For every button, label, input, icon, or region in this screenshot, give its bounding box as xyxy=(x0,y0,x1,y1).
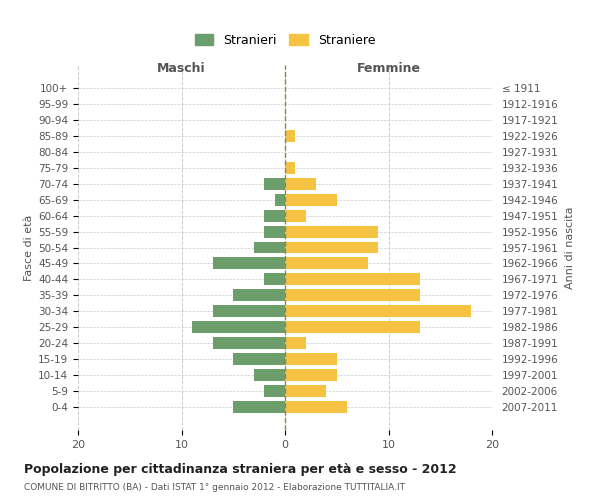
Bar xyxy=(285,354,337,366)
Y-axis label: Anni di nascita: Anni di nascita xyxy=(565,206,575,289)
Bar xyxy=(285,210,306,222)
Bar xyxy=(285,242,378,254)
Bar xyxy=(233,354,285,366)
Bar xyxy=(285,322,419,334)
Bar xyxy=(285,290,419,302)
Bar xyxy=(265,226,285,237)
Bar xyxy=(265,386,285,398)
Bar xyxy=(254,370,285,382)
Bar xyxy=(233,402,285,413)
Bar xyxy=(212,338,285,349)
Text: COMUNE DI BITRITTO (BA) - Dati ISTAT 1° gennaio 2012 - Elaborazione TUTTITALIA.I: COMUNE DI BITRITTO (BA) - Dati ISTAT 1° … xyxy=(24,484,405,492)
Bar xyxy=(212,306,285,318)
Legend: Stranieri, Straniere: Stranieri, Straniere xyxy=(188,28,382,53)
Y-axis label: Fasce di età: Fasce di età xyxy=(24,214,34,280)
Bar xyxy=(285,402,347,413)
Bar xyxy=(265,210,285,222)
Bar xyxy=(285,258,368,270)
Bar xyxy=(265,274,285,285)
Bar xyxy=(285,274,419,285)
Text: Femmine: Femmine xyxy=(356,62,421,75)
Bar xyxy=(285,306,472,318)
Bar xyxy=(285,162,295,173)
Text: Popolazione per cittadinanza straniera per età e sesso - 2012: Popolazione per cittadinanza straniera p… xyxy=(24,462,457,475)
Text: Maschi: Maschi xyxy=(157,62,206,75)
Bar xyxy=(285,178,316,190)
Bar xyxy=(285,226,378,237)
Bar xyxy=(285,370,337,382)
Bar xyxy=(212,258,285,270)
Bar xyxy=(285,338,306,349)
Bar xyxy=(285,386,326,398)
Bar xyxy=(285,130,295,141)
Bar xyxy=(285,194,337,205)
Bar xyxy=(265,178,285,190)
Bar xyxy=(254,242,285,254)
Bar xyxy=(192,322,285,334)
Bar xyxy=(275,194,285,205)
Bar xyxy=(233,290,285,302)
